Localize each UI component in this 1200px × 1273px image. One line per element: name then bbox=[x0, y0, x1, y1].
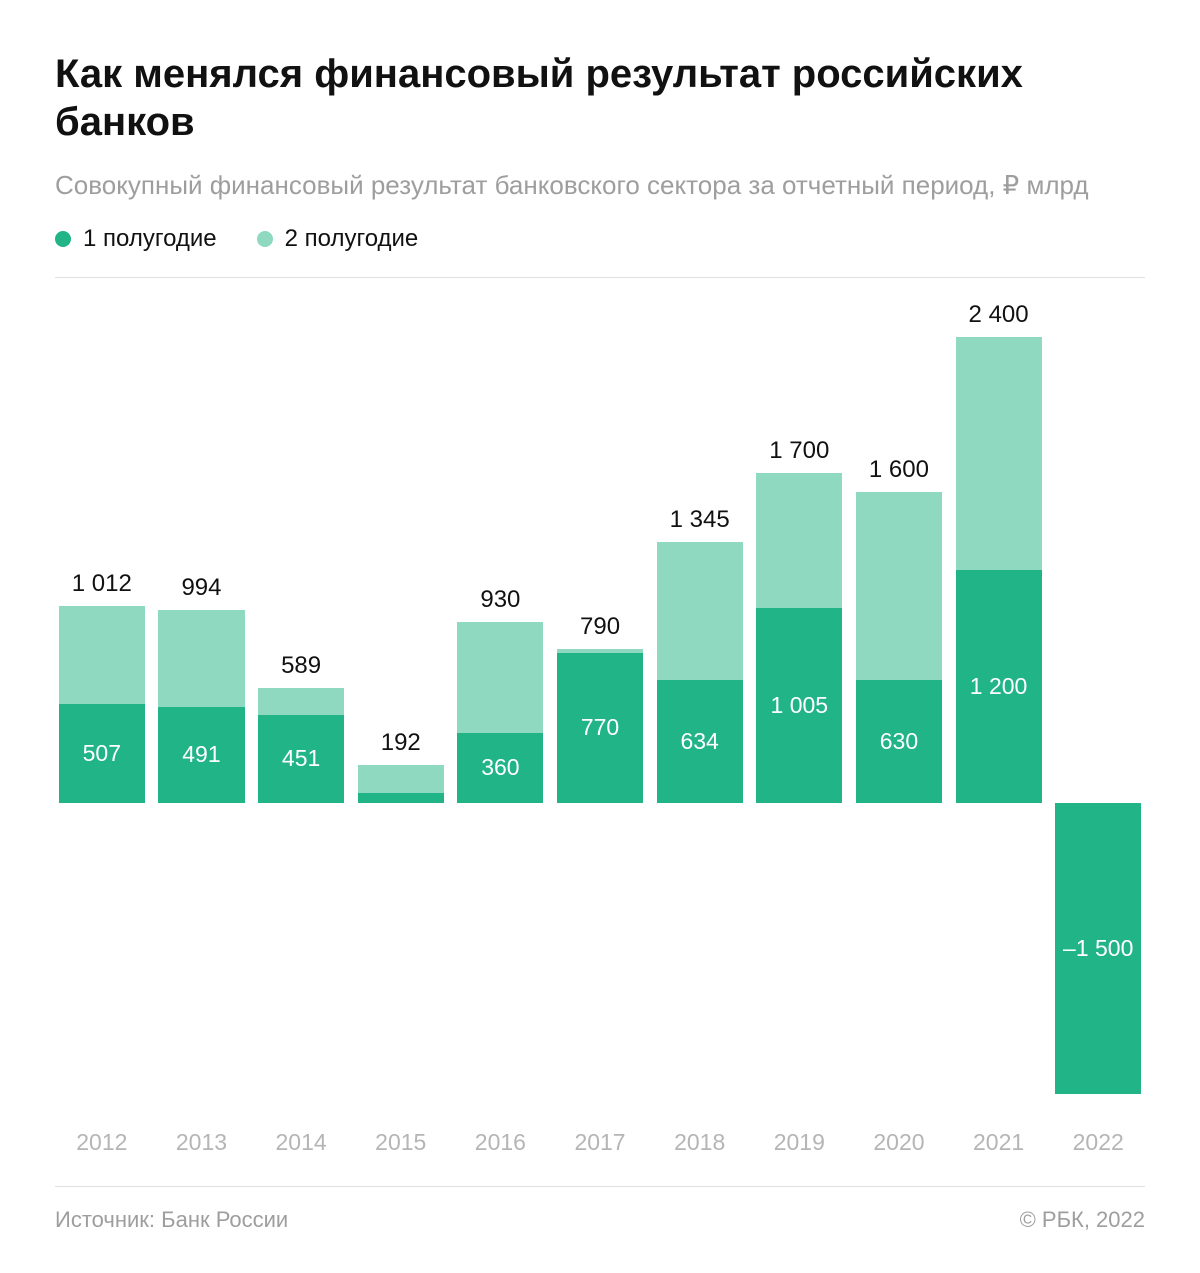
stacked-bar-chart: 5071 0124919944515891923609307707906341 … bbox=[55, 298, 1145, 1113]
footer: Источник: Банк России © РБК, 2022 bbox=[55, 1186, 1145, 1233]
bar-total-label: 1 600 bbox=[852, 456, 946, 484]
bar-segment-h2 bbox=[258, 688, 344, 715]
x-axis-label: 2015 bbox=[354, 1129, 448, 1156]
x-axis-label: 2020 bbox=[852, 1129, 946, 1156]
bar-segment-h1: 360 bbox=[457, 733, 543, 803]
bar-total-label: 790 bbox=[553, 613, 647, 641]
credit-text: © РБК, 2022 bbox=[1020, 1207, 1145, 1233]
x-axis-label: 2013 bbox=[155, 1129, 249, 1156]
x-axis-label: 2019 bbox=[752, 1129, 846, 1156]
bar-segment-h1 bbox=[358, 793, 444, 803]
year-column: 770790 bbox=[553, 298, 647, 1113]
bar-segment-h1: 507 bbox=[59, 704, 145, 802]
year-column: 192 bbox=[354, 298, 448, 1113]
year-column: 360 930 bbox=[454, 298, 548, 1113]
bar-total-label: 589 bbox=[254, 652, 348, 680]
x-axis-label: 2022 bbox=[1051, 1129, 1145, 1156]
year-column: 451 589 bbox=[254, 298, 348, 1113]
legend-dot-h1 bbox=[55, 231, 71, 247]
x-axis-label: 2017 bbox=[553, 1129, 647, 1156]
bar-segment-h1: 630 bbox=[856, 680, 942, 802]
bar-segment-h1: 1 005 bbox=[756, 608, 842, 803]
year-column: –1 500 bbox=[1051, 298, 1145, 1113]
bar-segment-h1: 634 bbox=[657, 680, 743, 803]
bar-segment-h1-negative: –1 500 bbox=[1055, 803, 1141, 1094]
chart-subtitle: Совокупный финансовый результат банковск… bbox=[55, 168, 1145, 203]
bar-total-label: 192 bbox=[354, 729, 448, 757]
bar-total-label: 1 700 bbox=[752, 437, 846, 465]
year-column: 630 1 600 bbox=[852, 298, 946, 1113]
bar-total-label: 1 012 bbox=[55, 570, 149, 598]
bar-total-label: 930 bbox=[454, 586, 548, 614]
bar-segment-h2 bbox=[457, 622, 543, 733]
x-axis-label: 2012 bbox=[55, 1129, 149, 1156]
bar-segment-h1: 451 bbox=[258, 715, 344, 803]
x-axis-label: 2016 bbox=[454, 1129, 548, 1156]
chart-area: 5071 0124919944515891923609307707906341 … bbox=[55, 278, 1145, 1156]
bar-segment-h2 bbox=[657, 542, 743, 680]
source-text: Источник: Банк России bbox=[55, 1207, 288, 1233]
x-axis-labels: 2012201320142015201620172018201920202021… bbox=[55, 1129, 1145, 1156]
bar-segment-h2 bbox=[158, 610, 244, 708]
bar-segment-h2 bbox=[756, 473, 842, 608]
year-column: 491 994 bbox=[155, 298, 249, 1113]
bar-segment-h2 bbox=[59, 606, 145, 704]
year-column: 1 200 2 400 bbox=[952, 298, 1046, 1113]
legend-label-h1: 1 полугодие bbox=[83, 225, 217, 253]
year-column: 1 005 1 700 bbox=[752, 298, 846, 1113]
bar-segment-h2 bbox=[956, 337, 1042, 570]
x-axis-label: 2021 bbox=[952, 1129, 1046, 1156]
legend: 1 полугодие 2 полугодие bbox=[55, 225, 1145, 278]
bar-total-label: 1 345 bbox=[653, 506, 747, 534]
x-axis-label: 2014 bbox=[254, 1129, 348, 1156]
bar-segment-h1: 1 200 bbox=[956, 570, 1042, 803]
bar-total-label: 2 400 bbox=[952, 301, 1046, 329]
bar-segment-h1: 770 bbox=[557, 653, 643, 802]
year-column: 507 1 012 bbox=[55, 298, 149, 1113]
bar-total-label: 994 bbox=[155, 574, 249, 602]
legend-dot-h2 bbox=[257, 231, 273, 247]
legend-item-h1: 1 полугодие bbox=[55, 225, 217, 253]
x-axis-label: 2018 bbox=[653, 1129, 747, 1156]
year-column: 634 1 345 bbox=[653, 298, 747, 1113]
legend-label-h2: 2 полугодие bbox=[285, 225, 419, 253]
bar-segment-h2 bbox=[856, 492, 942, 680]
chart-title: Как менялся финансовый результат российс… bbox=[55, 50, 1145, 146]
bar-segment-h1: 491 bbox=[158, 707, 244, 802]
bar-segment-h2 bbox=[358, 765, 444, 793]
legend-item-h2: 2 полугодие bbox=[257, 225, 419, 253]
